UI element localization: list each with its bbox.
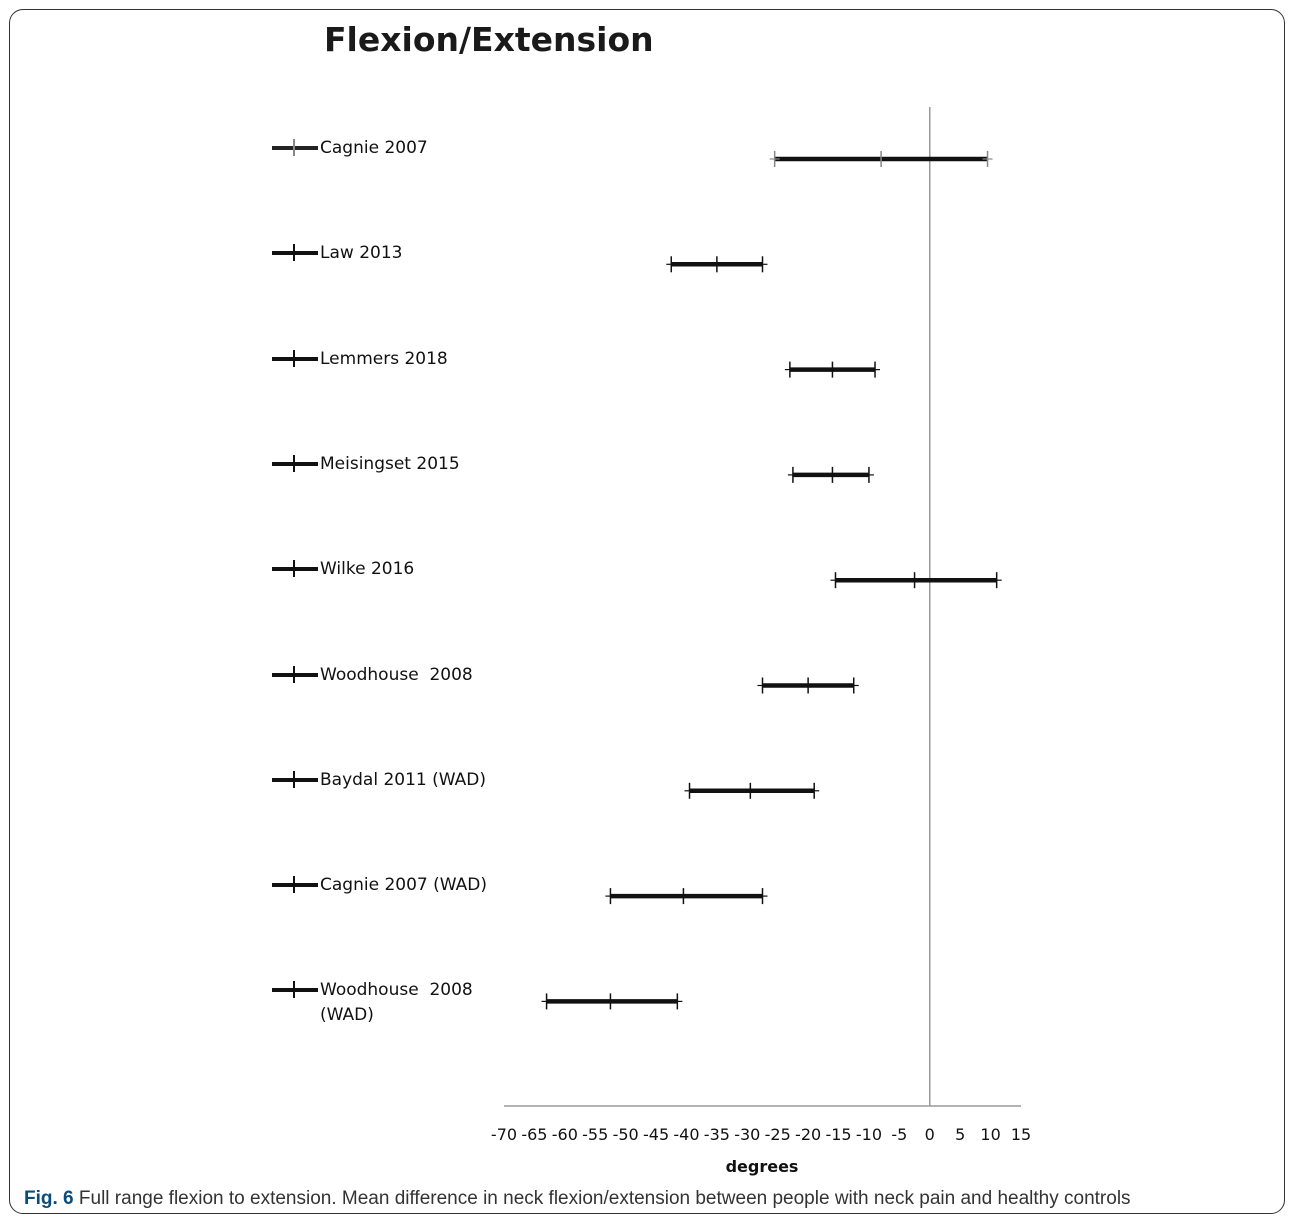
legend-label: Meisingset 2015	[320, 453, 460, 474]
legend-label: Wilke 2016	[320, 559, 415, 580]
x-axis-label: degrees	[726, 1157, 799, 1176]
legend-marker	[272, 567, 318, 572]
x-tick-label: -10	[856, 1125, 882, 1144]
x-tick-label: -45	[643, 1125, 669, 1144]
legend-marker	[272, 146, 318, 150]
legend-label: Woodhouse 2008 (WAD)	[320, 980, 473, 1026]
legend-marker-tick	[293, 770, 295, 788]
legend-marker-tick	[293, 876, 295, 894]
x-tick-label: -55	[582, 1125, 608, 1144]
figure-number: Fig. 6	[24, 1188, 74, 1209]
x-tick-label: -15	[825, 1125, 851, 1144]
legend-marker-tick	[293, 244, 295, 262]
x-tick-label: -5	[891, 1125, 907, 1144]
legend-marker-tick	[293, 560, 295, 578]
legend-marker	[272, 251, 318, 256]
legend-marker-tick	[293, 454, 295, 472]
x-tick-label: -20	[795, 1125, 821, 1144]
x-tick-label: -50	[613, 1125, 639, 1144]
legend-label: Cagnie 2007 (WAD)	[320, 875, 487, 896]
x-tick-label: 5	[955, 1125, 965, 1144]
legend-marker	[272, 461, 318, 466]
x-tick-label: -65	[521, 1125, 547, 1144]
caption-text: Full range flexion to extension. Mean di…	[73, 1188, 1131, 1209]
x-tick-label: -40	[673, 1125, 699, 1144]
x-tick-label: 0	[925, 1125, 935, 1144]
legend-marker	[272, 883, 318, 888]
legend-marker	[272, 356, 318, 361]
legend-marker	[272, 988, 318, 993]
legend-label: Lemmers 2018	[320, 348, 448, 369]
x-tick-label: -60	[552, 1125, 578, 1144]
legend-label: Woodhouse 2008	[320, 664, 473, 685]
x-tick-label: -25	[765, 1125, 791, 1144]
legend-marker	[272, 777, 318, 782]
chart-title: Flexion/Extension	[324, 20, 654, 59]
x-tick-label: 10	[980, 1125, 1000, 1144]
legend-label: Cagnie 2007	[320, 138, 428, 158]
legend-marker-tick	[293, 665, 295, 683]
legend-marker-tick	[293, 349, 295, 367]
legend-label: Baydal 2011 (WAD)	[320, 769, 487, 790]
figure-frame	[9, 9, 1285, 1214]
legend-marker-tick	[293, 139, 295, 156]
x-tick-label: 15	[1011, 1125, 1031, 1144]
legend-label: Law 2013	[320, 243, 403, 264]
x-tick-label: -30	[734, 1125, 760, 1144]
x-tick-label: -35	[704, 1125, 730, 1144]
legend-marker	[272, 672, 318, 677]
legend-marker-tick	[293, 981, 295, 999]
x-tick-label: -70	[491, 1125, 517, 1144]
figure-caption: Fig. 6 Full range flexion to extension. …	[24, 1188, 1131, 1210]
